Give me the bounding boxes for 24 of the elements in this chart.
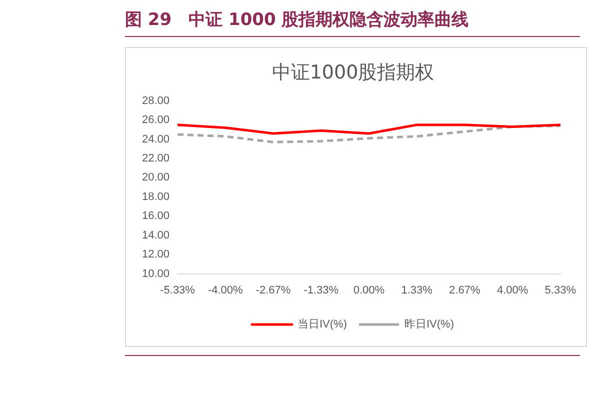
y-tick-label: 28.00 — [142, 94, 170, 107]
y-tick-label: 18.00 — [142, 190, 170, 203]
y-tick-label: 14.00 — [142, 229, 170, 242]
x-tick-label: 5.33% — [544, 284, 576, 296]
y-tick-label: 10.00 — [142, 268, 170, 280]
x-tick-label: -4.00% — [208, 284, 244, 296]
x-tick-label: 4.00% — [496, 284, 528, 296]
chart-subtitle: 中证1000股指期权 — [272, 61, 434, 84]
x-tick-label: -1.33% — [304, 284, 339, 296]
x-tick-label: 2.67% — [449, 284, 480, 296]
x-tick-label: 1.33% — [401, 284, 433, 296]
legend-label: 昨日IV(%) — [404, 318, 454, 331]
y-tick-label: 22.00 — [142, 152, 170, 164]
y-tick-label: 26.00 — [142, 114, 170, 126]
y-tick-label: 12.00 — [142, 248, 170, 261]
legend-label: 当日IV(%) — [298, 318, 347, 331]
y-tick-label: 16.00 — [142, 210, 170, 222]
y-tick-label: 20.00 — [142, 172, 170, 184]
x-tick-label: 0.00% — [353, 284, 385, 296]
chart-title: 图 29 中证 1000 股指期权隐含波动率曲线 — [125, 8, 580, 37]
y-tick-label: 24.00 — [142, 133, 170, 146]
x-tick-label: -2.67% — [256, 284, 291, 296]
x-tick-label: -5.33% — [160, 284, 196, 296]
line-series — [176, 124, 562, 144]
